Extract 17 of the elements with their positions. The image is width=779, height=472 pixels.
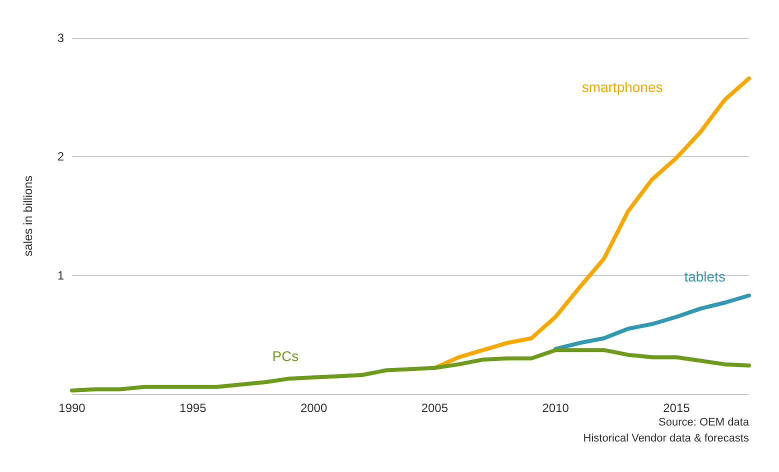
text: smartphones xyxy=(582,79,663,96)
x-tick-label: 2000 xyxy=(300,401,328,415)
y-axis-title: sales in billions xyxy=(21,176,35,256)
x-tick-label: 2005 xyxy=(421,401,448,415)
x-tick-label: 1990 xyxy=(58,401,86,415)
line-series xyxy=(554,294,751,351)
series-label: tablets xyxy=(684,268,726,285)
x-tick-label: 2015 xyxy=(663,401,690,415)
y-tick-label: 2 xyxy=(57,150,64,164)
source-note: Source: OEM data xyxy=(658,416,750,428)
y-tick-label: 3 xyxy=(57,31,64,45)
x-tick-label: 2010 xyxy=(542,401,570,415)
x-tick-label: 1995 xyxy=(180,401,207,415)
text: Historical Vendor data & forecasts xyxy=(583,432,750,444)
series-label: PCs xyxy=(272,348,299,364)
line-series xyxy=(70,348,751,392)
y-tick-label: 1 xyxy=(57,268,64,282)
